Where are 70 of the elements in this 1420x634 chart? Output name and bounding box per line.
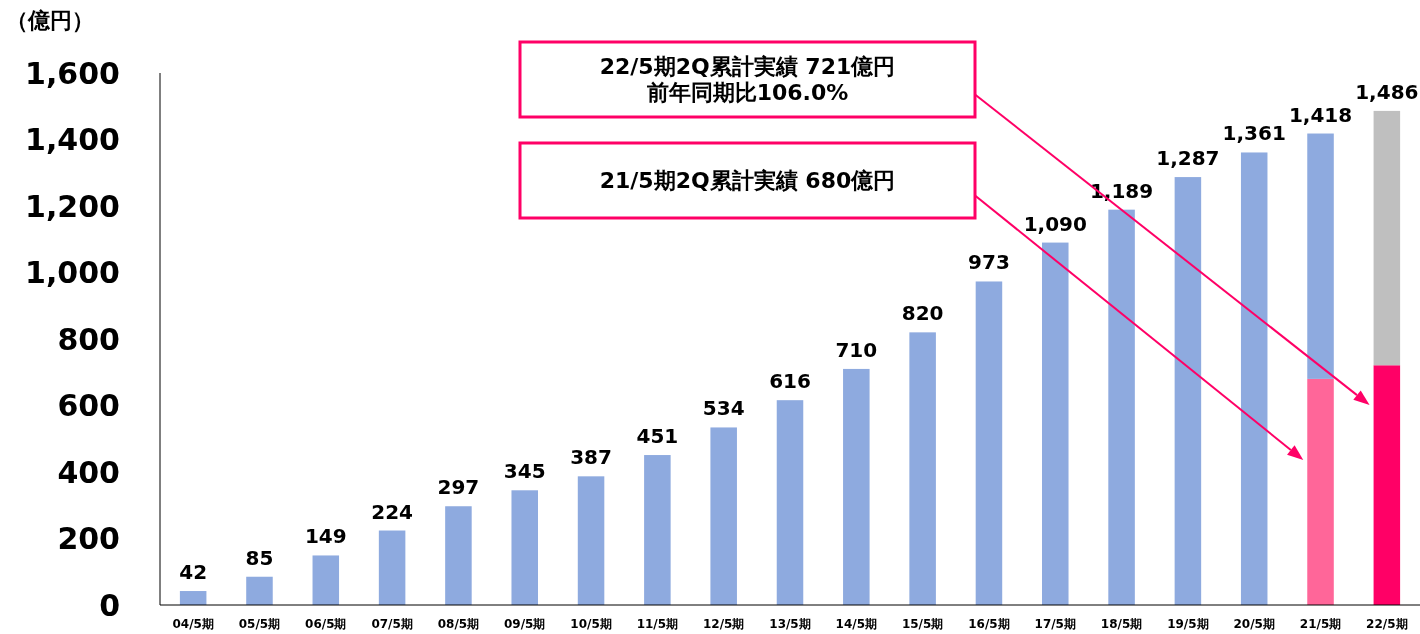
x-tick-label: 16/5期	[968, 617, 1010, 631]
total-label: 387	[570, 445, 612, 470]
annotation: 前年同期比106.0%	[645, 79, 849, 105]
total-label: 1,486	[1355, 79, 1419, 104]
y-tick-label: 800	[57, 321, 120, 357]
x-tick-label: 10/5期	[570, 617, 612, 631]
x-tick-label: 12/5期	[702, 617, 745, 631]
x-tick-label: 11/5期	[636, 617, 679, 631]
bar	[445, 506, 472, 605]
total-label: 534	[702, 396, 745, 421]
total-label: 297	[437, 475, 480, 500]
x-tick-label: 17/5期	[1034, 617, 1076, 631]
bar	[1307, 378, 1334, 605]
bar	[179, 591, 207, 605]
bar	[378, 530, 406, 605]
x-tick-label: 21/5期	[1299, 617, 1342, 631]
total-label: 1,361	[1222, 121, 1286, 146]
x-tick-label: 15/5期	[901, 617, 944, 631]
x-tick-label: 04/5期	[172, 617, 214, 631]
y-tick-label: 200	[57, 521, 120, 556]
bar	[1373, 365, 1401, 605]
bar	[577, 476, 605, 605]
x-tick-label: 06/5期	[305, 617, 347, 631]
total-label: 451	[636, 424, 679, 449]
x-tick-label: 22/5期	[1366, 617, 1408, 631]
bar	[1240, 152, 1268, 605]
bar	[511, 490, 538, 605]
bar	[710, 427, 737, 605]
y-tick-label: 400	[57, 454, 120, 490]
x-tick-label: 20/5期	[1233, 617, 1275, 631]
total-label: 1,090	[1023, 211, 1087, 236]
y-tick-label: 1,200	[25, 188, 120, 224]
bar	[1108, 209, 1135, 605]
bar	[1373, 110, 1401, 366]
total-label: 345	[503, 459, 546, 484]
bar	[644, 455, 671, 605]
bar	[909, 332, 936, 605]
y-tick-label: 1,000	[25, 255, 120, 290]
x-tick-label: 05/5期	[238, 617, 281, 631]
x-tick-label: 19/5期	[1167, 617, 1209, 631]
total-label: 820	[901, 301, 944, 326]
y-tick-label: 600	[57, 388, 120, 423]
bar	[1042, 242, 1069, 605]
total-label: 42	[179, 560, 208, 585]
bar	[1174, 177, 1202, 605]
x-tick-label: 14/5期	[835, 617, 878, 631]
total-label: 1,287	[1156, 146, 1220, 171]
annotation: 22/5期2Q累計実績 721億円	[599, 54, 896, 80]
y-tick-label: 1,600	[25, 55, 120, 91]
x-tick-label: 09/5期	[504, 617, 546, 631]
y-axis-title: （億円）	[6, 8, 94, 33]
total-label: 149	[304, 524, 347, 549]
x-tick-label: 08/5期	[437, 617, 480, 631]
y-tick-label: 1,400	[25, 122, 120, 157]
total-label: 85	[245, 545, 274, 570]
x-tick-label: 07/5期	[371, 617, 413, 631]
total-label: 224	[371, 499, 413, 524]
bar	[246, 576, 273, 605]
total-label: 973	[968, 250, 1010, 275]
bar	[975, 281, 1003, 605]
total-label: 616	[769, 369, 811, 394]
x-tick-label: 13/5期	[769, 617, 811, 631]
bar	[776, 400, 804, 605]
x-tick-label: 18/5期	[1100, 617, 1143, 631]
total-label: 1,418	[1288, 102, 1353, 127]
bar	[312, 555, 340, 605]
bar	[843, 368, 870, 605]
y-tick-label: 0	[99, 587, 120, 623]
annotation: 21/5期2Q累計実績 680億円	[599, 168, 896, 194]
total-label: 710	[835, 337, 878, 362]
